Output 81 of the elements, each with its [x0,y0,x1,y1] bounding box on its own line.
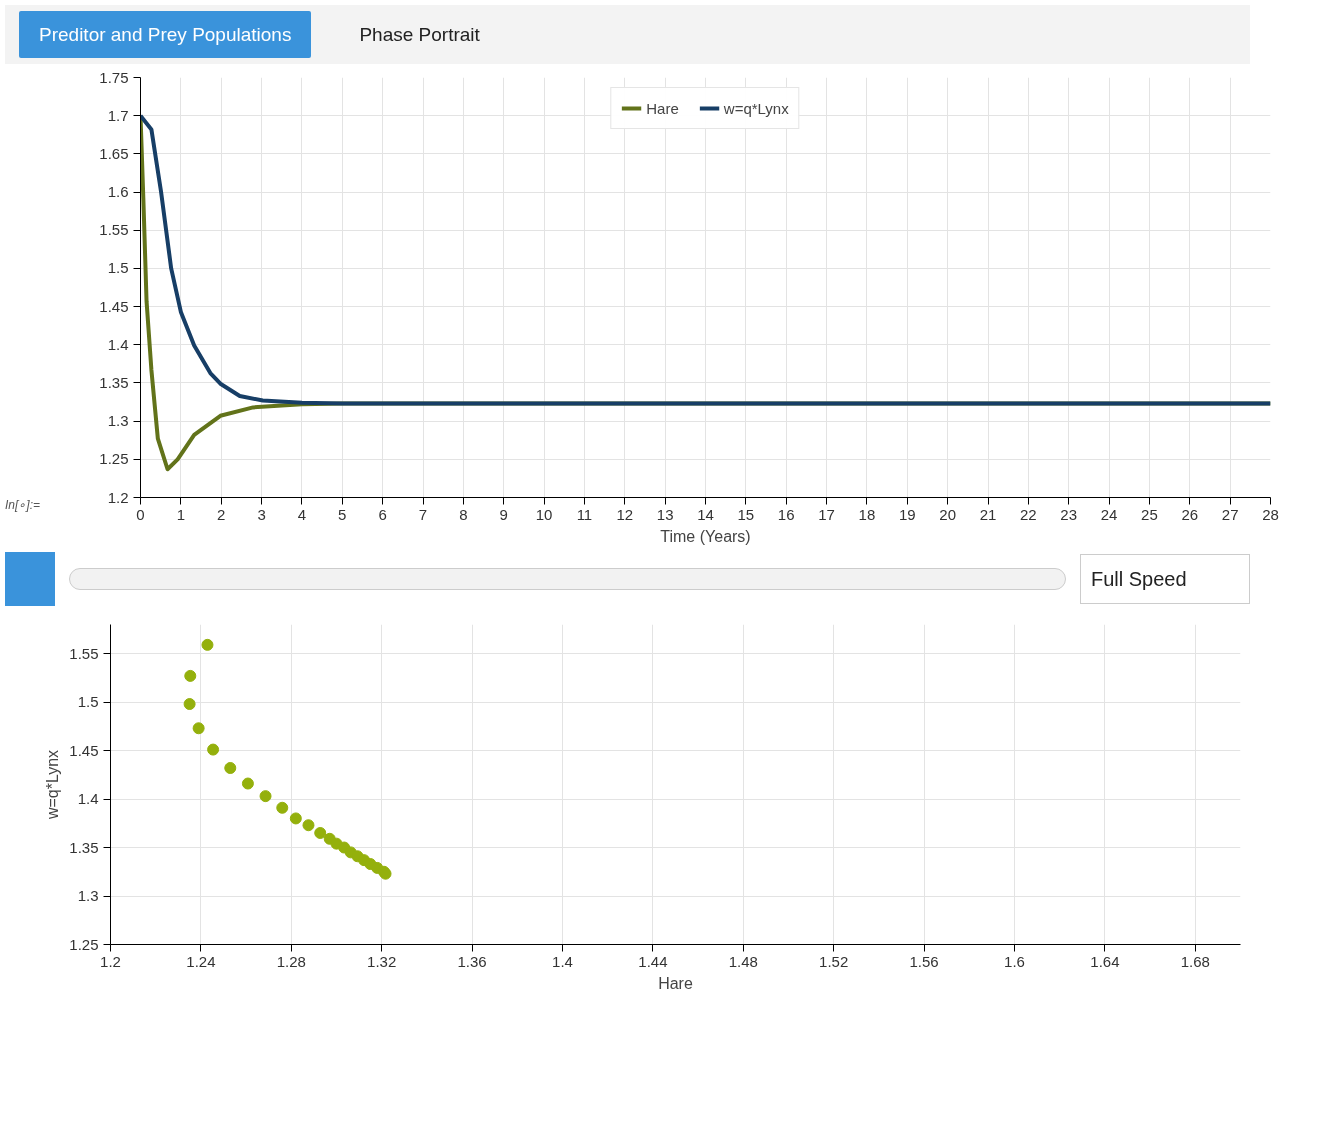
point [289,812,302,825]
point [183,698,196,710]
y-tick-label: 1.45 [69,741,99,759]
y-tick-label: 1.65 [99,144,129,162]
x-tick-label: 28 [1262,505,1279,523]
y-tick-label: 1.3 [107,412,129,430]
point [302,819,315,832]
y-tick-label: 1.4 [107,335,129,353]
x-tick-label: 1.32 [367,952,397,970]
point [192,722,205,735]
x-tick-label: 0 [136,505,145,523]
x-tick-label: 1.4 [552,952,573,970]
legend-label: Hare [646,99,679,117]
y-tick-label: 1.55 [99,221,129,239]
y-tick-label: 1.45 [99,297,129,315]
x-tick-label: 5 [338,505,347,523]
x-axis-title: Hare [658,974,693,992]
point [224,762,237,774]
x-tick-label: 22 [1020,505,1037,523]
x-tick-label: 6 [378,505,387,523]
x-tick-label: 27 [1221,505,1239,523]
y-tick-label: 1.35 [69,838,99,856]
x-tick-label: 4 [297,505,307,523]
x-tick-label: 1.44 [638,952,668,970]
x-tick-label: 1.68 [1180,952,1210,970]
x-tick-label: 8 [459,505,468,523]
x-tick-label: 21 [979,505,997,523]
x-tick-label: 13 [656,505,674,523]
y-tick-label: 1.25 [99,450,129,468]
legend-label: w=q*Lynx [723,99,789,117]
x-tick-label: 12 [616,505,634,523]
y-tick-label: 1.5 [77,693,99,711]
x-tick-label: 24 [1100,505,1118,523]
x-tick-label: 1.36 [457,952,487,970]
point [207,743,220,756]
y-tick-label: 1.6 [107,183,129,201]
x-tick-label: 20 [939,505,956,523]
x-tick-label: 11 [576,505,593,523]
x-tick-label: 26 [1181,505,1199,523]
x-tick-label: 23 [1060,505,1078,523]
y-axis-title: w=q*Lynx [44,749,62,821]
text: Preditor and Prey Populations [19,11,312,59]
x-tick-label: 18 [858,505,876,523]
x-tick-label: 25 [1141,505,1158,523]
y-tick-label: 1.25 [69,935,99,953]
x-tick-label: 10 [535,505,553,523]
x-tick-label: 3 [257,505,266,523]
y-tick-label: 1.3 [77,887,99,905]
y-tick-label: 1.75 [99,68,129,86]
x-tick-label: 9 [499,505,508,523]
x-tick-label: 1.6 [1004,952,1025,970]
y-tick-label: 1.7 [107,106,129,124]
x-tick-label: 1.52 [819,952,849,970]
x-tick-label: 15 [737,505,755,523]
y-tick-label: 1.4 [77,790,99,808]
x-tick-label: 1.56 [909,952,939,970]
point [259,790,272,803]
x-tick-label: 17 [818,505,835,523]
y-tick-label: 1.55 [69,644,99,662]
x-tick-label: 1.28 [276,952,306,970]
text: In[∘]:= [5,497,41,514]
y-tick-label: 1.5 [107,259,129,277]
x-tick-label: 16 [777,505,795,523]
x-tick-label: 2 [217,505,226,523]
text: Phase Portrait [358,23,481,47]
x-tick-label: 1.24 [186,952,216,970]
x-tick-label: 1 [176,505,186,523]
x-tick-label: 1.48 [728,952,758,970]
text: Full Speed [1080,553,1250,605]
y-tick-label: 1.2 [107,488,129,506]
point [314,827,327,839]
x-tick-label: 1.64 [1090,952,1120,970]
x-tick-label: 19 [898,505,916,523]
x-tick-label: 7 [418,505,428,523]
point [184,669,197,682]
y-tick-label: 1.35 [99,373,129,391]
x-axis-title: Time (Years) [660,527,751,545]
point [276,801,289,814]
point [241,777,254,790]
point [201,638,214,651]
x-tick-label: 14 [697,505,714,523]
